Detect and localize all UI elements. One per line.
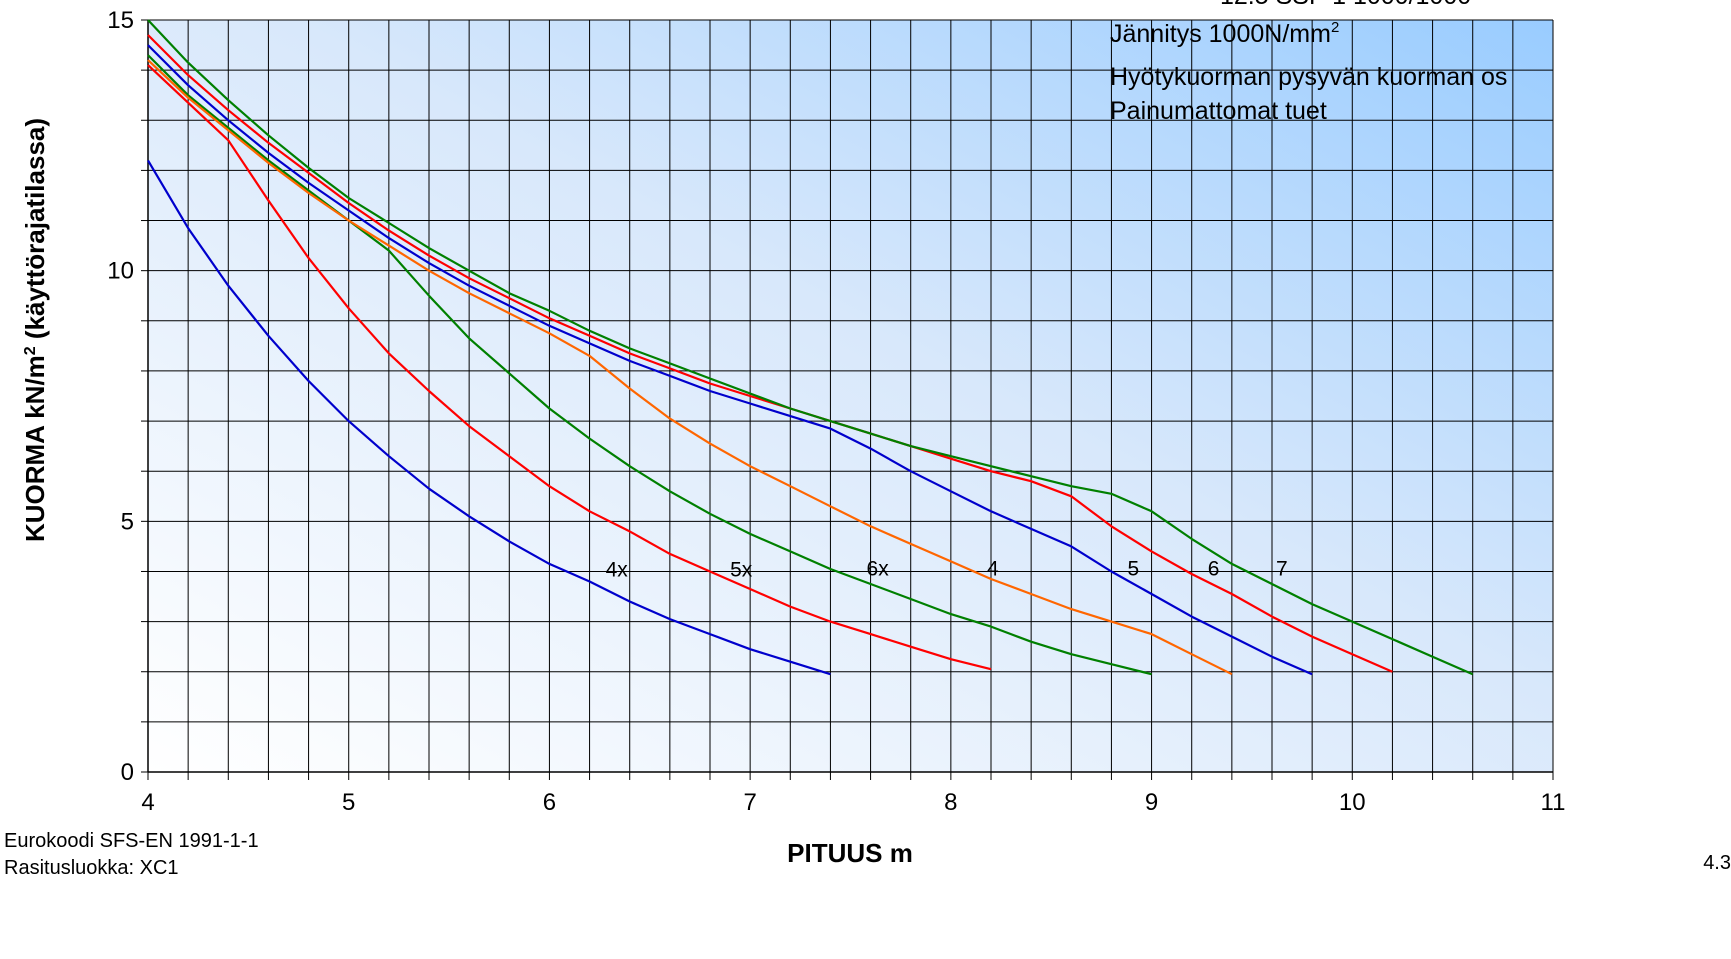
x-tick-label: 8 <box>944 789 957 816</box>
footer-page-number: 4.3 <box>1703 852 1731 874</box>
y-axis-title-main: KUORMA kN/m <box>20 355 50 542</box>
series-line-6x <box>147 54 1152 676</box>
footer-eurocode: Eurokoodi SFS-EN 1991-1-1 <box>4 830 259 852</box>
axes <box>141 19 1554 780</box>
x-tick-label: 10 <box>1339 789 1366 816</box>
series-line-4x <box>147 159 831 676</box>
series-label-5: 5 <box>1127 557 1139 580</box>
note-live-load: Hyötykuorman pysyvän kuorman os <box>1110 63 1507 91</box>
x-tick-labels: 4 5 6 7 8 9 10 11 <box>141 789 1565 816</box>
x-axis-title: PITUUS m <box>787 838 913 868</box>
grid-lines <box>147 19 1554 773</box>
note-supports: Painumattomat tuet <box>1110 97 1327 125</box>
footer-exposure: Rasitusluokka: XC1 <box>4 857 179 879</box>
y-tick-labels: 0 5 10 15 <box>107 7 134 786</box>
series-line-4 <box>147 59 1233 676</box>
note-stress: Jännitys 1000N/mm2 <box>1110 19 1339 48</box>
note-top-right: 12.5 SSP 1 1000/1000 <box>1220 0 1471 10</box>
note-stress-main: Jännitys 1000N/mm <box>1110 20 1331 48</box>
y-axis-title: KUORMA kN/m2 (käyttörajatilassa) <box>20 118 50 542</box>
y-tick-label: 15 <box>107 7 134 34</box>
x-tick-label: 11 <box>1541 789 1566 816</box>
y-tick-label: 5 <box>121 508 134 535</box>
x-tick-label: 6 <box>543 789 556 816</box>
series-line-6 <box>147 34 1393 673</box>
x-tick-label: 4 <box>141 789 154 816</box>
x-tick-label: 7 <box>743 789 756 816</box>
x-tick-label: 9 <box>1145 789 1158 816</box>
y-tick-label: 10 <box>107 258 134 285</box>
series-line-5 <box>147 44 1313 676</box>
series-label-6: 6 <box>1208 557 1220 580</box>
series-line-7 <box>147 19 1474 676</box>
series-label-7: 7 <box>1276 557 1288 580</box>
series-labels: 4x 5x 6x 4 5 6 7 <box>606 557 1288 581</box>
y-axis-title-tail: (käyttörajatilassa) <box>20 118 50 346</box>
plot-area <box>148 20 1553 772</box>
series-label-5x: 5x <box>730 558 753 581</box>
series-label-4x: 4x <box>606 558 629 581</box>
series-lines <box>147 19 1474 676</box>
y-axis-title-superscript: 2 <box>22 346 39 355</box>
note-stress-superscript: 2 <box>1331 19 1339 36</box>
x-tick-label: 5 <box>342 789 355 816</box>
series-label-6x: 6x <box>867 557 890 580</box>
y-tick-label: 0 <box>121 759 134 786</box>
series-label-4: 4 <box>987 557 999 580</box>
series-line-5x <box>147 64 992 671</box>
